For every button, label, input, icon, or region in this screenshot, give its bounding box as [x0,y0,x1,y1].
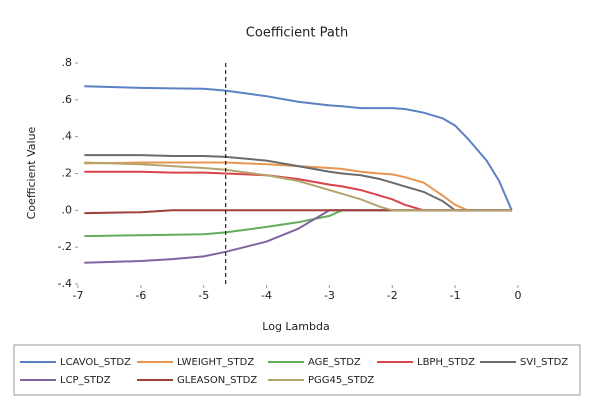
y-tick-label: .6 [62,93,73,106]
y-tick-label: .8 [62,56,73,69]
chart-title: Coefficient Path [246,26,348,41]
legend-label: LCAVOL_STDZ [60,357,131,368]
legend-label: GLEASON_STDZ [177,375,257,386]
legend-label: PGG45_STDZ [308,375,374,386]
legend-label: SVI_STDZ [520,357,568,368]
x-tick-label: -4 [261,289,272,302]
y-tick-label: .0 [62,203,73,216]
legend-box [13,344,581,396]
x-axis-label: Log Lambda [262,320,329,333]
x-tick-label: -1 [450,289,461,302]
x-tick-label: -2 [387,289,398,302]
legend-label: LWEIGHT_STDZ [177,357,254,368]
series-line [84,85,513,211]
y-tick-label: -.2 [58,240,72,253]
y-tick-label: .2 [62,167,73,180]
y-tick-label: -.4 [58,277,72,290]
x-tick-label: -7 [73,289,84,302]
x-tick-label: -3 [324,289,335,302]
legend-label: LBPH_STDZ [417,357,475,368]
legend-label: LCP_STDZ [60,375,111,386]
y-axis-label: Coefficient Value [25,126,38,219]
x-tick-label: -6 [135,289,146,302]
x-tick-label: 0 [515,289,522,302]
legend-label: AGE_STDZ [308,357,361,368]
x-tick-label: -5 [198,289,209,302]
series-line [84,161,512,212]
y-tick-label: .4 [62,130,73,143]
